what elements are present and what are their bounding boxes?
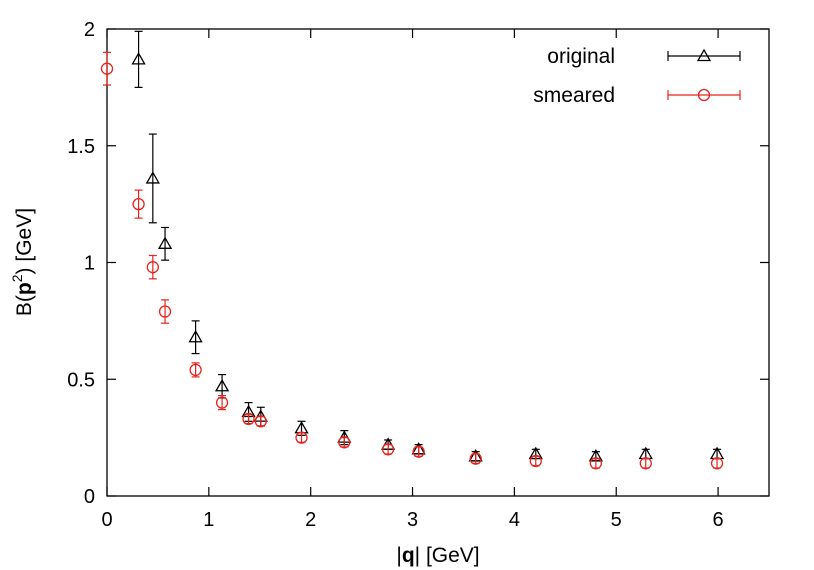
smeared-point — [100, 62, 114, 75]
legend-label-smeared: smeared — [533, 84, 615, 107]
x-tick-label: 0 — [101, 509, 112, 531]
smeared-point — [710, 457, 724, 470]
original-point — [145, 171, 160, 184]
plot-frame — [106, 28, 770, 497]
legend: original smeared — [533, 45, 741, 107]
original-point — [131, 52, 146, 65]
y-tick-label: 2 — [84, 19, 95, 41]
y-tick-label: 1.5 — [67, 136, 95, 158]
smeared-point — [146, 261, 159, 274]
x-tick-label: 1 — [203, 509, 214, 531]
series-smeared — [100, 51, 724, 470]
tick-labels: 0 1 2 3 4 5 6 0 0.5 1 1.5 2 — [67, 19, 723, 531]
original-point — [157, 236, 173, 249]
y-tick-label: 1 — [84, 253, 95, 275]
smeared-point — [639, 457, 652, 470]
smeared-point — [189, 363, 202, 377]
smeared-point — [381, 443, 395, 456]
legend-marker-original — [696, 48, 712, 62]
x-tick-label: 2 — [305, 509, 316, 531]
y-tick-label: 0.5 — [67, 369, 95, 391]
y-tick-label: 0 — [84, 486, 95, 508]
smeared-point — [295, 431, 308, 444]
smeared-point — [215, 396, 229, 409]
x-tick-label: 4 — [509, 509, 520, 531]
smeared-point — [589, 457, 603, 470]
smeared-point — [242, 412, 255, 426]
smeared-point — [158, 305, 172, 318]
y-axis-label: B(p2) [GeV] — [9, 208, 36, 316]
legend-label-original: original — [547, 45, 615, 68]
series-layer — [100, 30, 725, 470]
x-tick-label: 6 — [713, 509, 724, 531]
smeared-point — [254, 415, 267, 428]
legend-marker-smeared — [697, 88, 711, 102]
axis-ticks — [106, 28, 769, 497]
x-tick-label: 3 — [407, 509, 418, 531]
smeared-point — [412, 445, 425, 458]
x-axis-label: |q| [GeV] — [396, 544, 479, 567]
smeared-point — [338, 436, 351, 449]
smeared-point — [469, 452, 482, 465]
original-point — [214, 378, 230, 392]
original-point — [188, 329, 203, 343]
smeared-point — [529, 454, 542, 468]
smeared-point — [132, 197, 145, 211]
x-tick-label: 5 — [611, 509, 622, 531]
